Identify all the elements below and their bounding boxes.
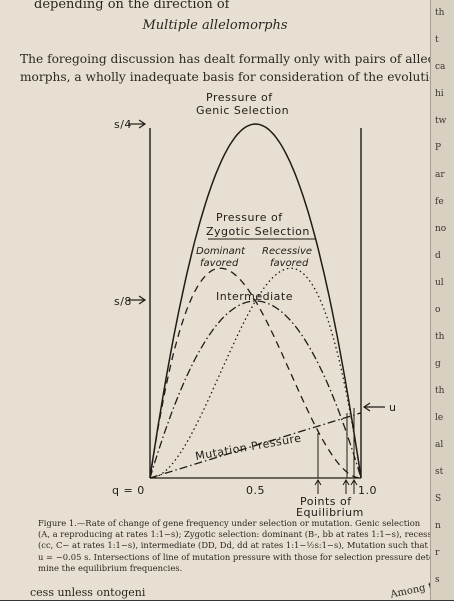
series-line-recessive-favored xyxy=(149,267,362,479)
adjacent-page-fragment: fe xyxy=(435,197,444,207)
x-tick-label-mid: 0.5 xyxy=(246,484,265,497)
points-label-line1: Points of xyxy=(300,495,352,508)
adjacent-page-fragment: r xyxy=(435,548,440,558)
intermediate-label: Intermediate xyxy=(216,290,293,303)
caption-line: (A, a reproducing at rates 1:1−s); Zygot… xyxy=(38,529,430,540)
caption-line: (cc, C− at rates 1:1−s), intermediate (D… xyxy=(38,540,428,551)
body-line: The foregoing discussion has dealt forma… xyxy=(20,52,430,66)
series-line-intermediate xyxy=(149,300,362,479)
adjacent-page-fragment: no xyxy=(435,224,447,234)
dominant-label-line2: favored xyxy=(200,258,239,269)
figure-caption: Figure 1.—Rate of change of gene frequen… xyxy=(38,518,430,574)
points-arrows xyxy=(314,479,358,494)
adjacent-page-fragment: ca xyxy=(435,62,446,72)
body-paragraph: The foregoing discussion has dealt forma… xyxy=(20,50,430,86)
dominant-label-line1: Dominant xyxy=(196,246,246,257)
recessive-label-line2: favored xyxy=(270,258,309,269)
curves-group xyxy=(149,123,362,479)
footer-text: cess unless ontogeni xyxy=(30,586,146,599)
adjacent-page-fragment: g xyxy=(435,359,441,369)
adjacent-page-fragment: hi xyxy=(435,89,444,99)
adjacent-page-fragment: th xyxy=(435,386,445,396)
y-tick-label-mid: s/8 xyxy=(114,295,132,308)
caption-line: mine the equilibrium frequencies. xyxy=(38,562,183,573)
adjacent-page-fragment: ar xyxy=(435,170,445,180)
adjacent-page-fragment: o xyxy=(435,305,441,315)
adjacent-page-fragment: n xyxy=(435,521,441,531)
caption-line: u = −0.05 s. Intersections of line of mu… xyxy=(38,551,430,562)
adjacent-page-fragment: s xyxy=(435,575,440,585)
x-tick-label-one: 1.0 xyxy=(358,484,377,497)
genic-label-line1: Pressure of xyxy=(206,91,273,104)
mutation-label: Mutation Pressure xyxy=(194,431,302,462)
zygotic-label-line2: Zygotic Selection xyxy=(206,225,310,238)
points-label-line2: Equilibrium xyxy=(296,506,364,518)
adjacent-page-fragment: le xyxy=(435,413,444,423)
u-arrow: u xyxy=(362,401,396,414)
recessive-label-line1: Recessive xyxy=(262,246,312,257)
adjacent-page-fragment: tw xyxy=(435,116,447,126)
adjacent-page-fragment: ul xyxy=(435,278,444,288)
series-line-dominant-favored xyxy=(149,267,362,479)
series-line-pressure-of-genic-selection xyxy=(149,123,362,479)
adjacent-page-fragment: S xyxy=(435,494,442,504)
caption-line: Figure 1.—Rate of change of gene frequen… xyxy=(38,518,421,528)
adjacent-page-fragment: t xyxy=(435,35,439,45)
adjacent-page-fragment: st xyxy=(435,467,444,477)
series-line-mutation-pressure xyxy=(149,412,362,479)
y-tick-mid: s/8 xyxy=(114,295,147,308)
figure-chart: s/4 s/8 u xyxy=(112,91,396,518)
adjacent-page-fragment: th xyxy=(435,332,445,342)
adjacent-page-fragment: th xyxy=(435,8,445,18)
figure: s/4 s/8 u xyxy=(0,88,430,518)
body-line: morphs, a wholly inadequate basis for co… xyxy=(20,70,430,84)
section-title: Multiple allelomorphs xyxy=(142,18,288,33)
genic-label-line2: Genic Selection xyxy=(196,104,289,117)
zygotic-label-line1: Pressure of xyxy=(216,211,283,224)
adjacent-page-fragment: P xyxy=(435,143,442,153)
y-tick-label-top: s/4 xyxy=(114,118,132,131)
adjacent-page-fragment: al xyxy=(435,440,444,450)
running-head: depending on the direction of xyxy=(34,0,230,12)
adjacent-page-fragment: d xyxy=(435,251,441,261)
x-tick-label-zero: q = 0 xyxy=(112,484,145,497)
y-tick-top: s/4 xyxy=(114,118,147,131)
u-label: u xyxy=(389,401,396,414)
